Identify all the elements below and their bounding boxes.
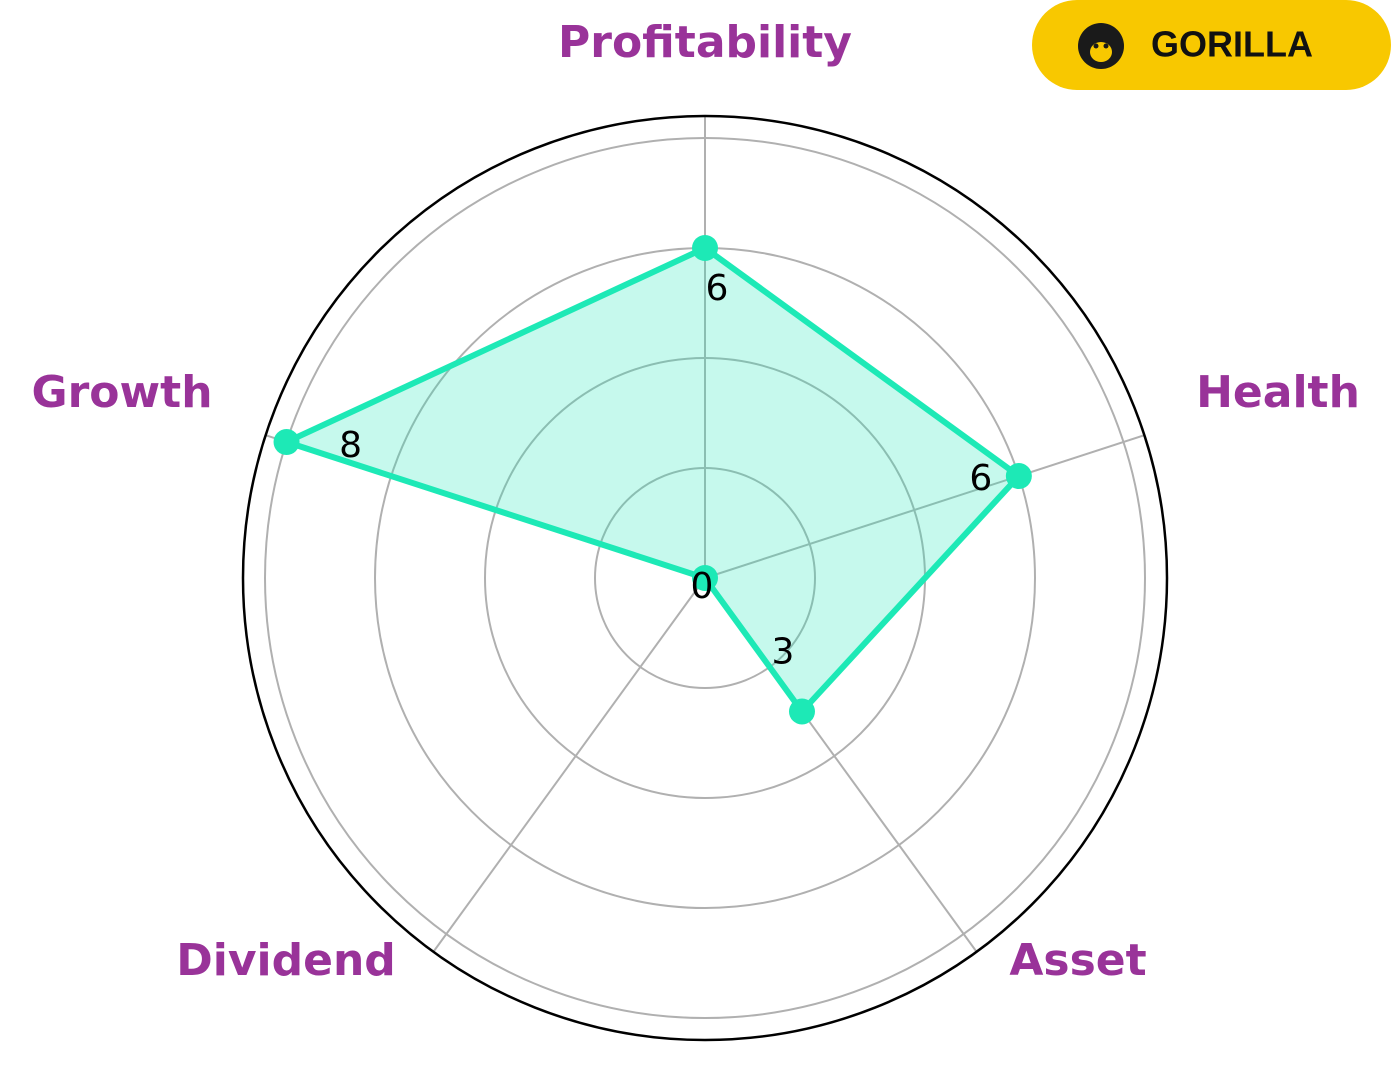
category-label: Health: [1196, 367, 1360, 418]
radar-area: [278, 244, 1024, 717]
radar-point: [788, 698, 815, 725]
outer-frame: [241, 114, 1169, 1042]
badge: GORILLA: [1032, 0, 1391, 90]
badge-background: [1032, 0, 1391, 90]
category-label: Growth: [31, 367, 212, 418]
badge-icon-eye: [1103, 43, 1109, 49]
value-label: 0: [691, 566, 714, 607]
badge-text: GORILLA: [1151, 24, 1313, 65]
badge-icon-eye: [1093, 43, 1099, 49]
value-label: 6: [969, 458, 992, 499]
radar-point: [692, 565, 718, 591]
value-label: 6: [706, 268, 729, 309]
category-label: Dividend: [176, 935, 396, 986]
category-label: Profitability: [558, 17, 852, 68]
value-label: 3: [772, 631, 795, 672]
value-label: 8: [339, 425, 362, 466]
radar-point: [273, 429, 300, 456]
radar-point: [1005, 463, 1032, 490]
axis-spoke: [704, 434, 1145, 579]
radar-point: [692, 235, 718, 261]
axis-spoke: [432, 577, 706, 953]
badge-icon-face: [1090, 42, 1112, 62]
category-label: Asset: [1009, 935, 1146, 986]
